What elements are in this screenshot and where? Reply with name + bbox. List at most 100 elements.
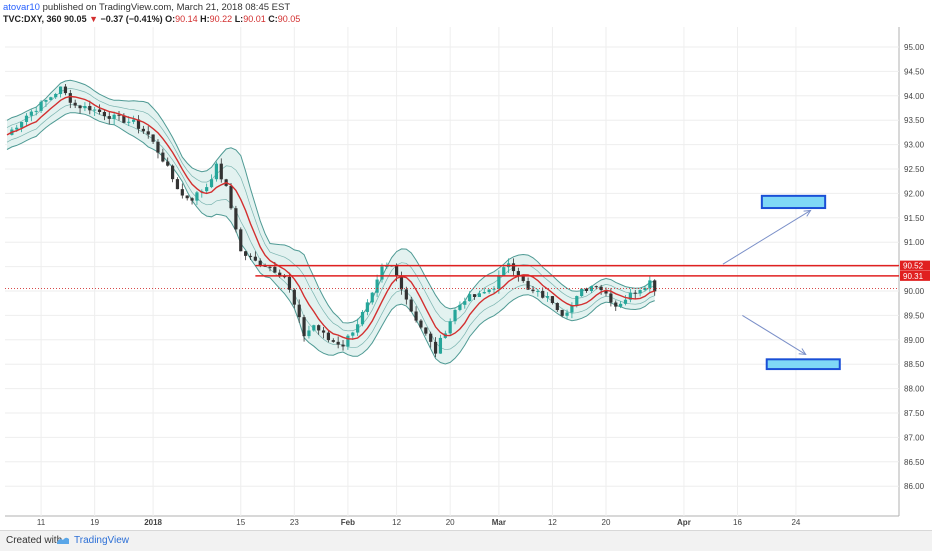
- projection-arrowhead: [803, 209, 812, 217]
- candle-body: [141, 128, 145, 132]
- candle-body: [68, 93, 72, 103]
- candle-body: [54, 94, 58, 98]
- candle-body: [341, 344, 345, 347]
- candle-body: [175, 179, 180, 190]
- candle-body: [253, 256, 257, 261]
- tradingview-logo-icon: [57, 537, 69, 544]
- candle-body: [273, 266, 277, 273]
- candle-body: [643, 287, 647, 291]
- candle-body: [516, 271, 520, 277]
- candle-body: [536, 290, 540, 292]
- candles: [10, 83, 657, 358]
- last-price: 90.05: [64, 14, 87, 24]
- candle-body: [614, 302, 618, 307]
- resistance-price-label: 90.52: [903, 262, 924, 271]
- candle-body: [107, 116, 111, 119]
- candle-body: [97, 109, 102, 112]
- candle-body: [560, 310, 564, 316]
- candle-body: [356, 324, 360, 333]
- candle-body: [263, 265, 267, 267]
- candle-body: [209, 179, 214, 188]
- x-tick-label: 19: [90, 518, 99, 527]
- candle-body: [93, 109, 97, 111]
- candle-body: [20, 121, 24, 128]
- y-tick-label: 86.50: [904, 458, 925, 467]
- tradingview-brand[interactable]: TradingView: [74, 535, 130, 546]
- candle-body: [497, 275, 501, 289]
- x-tick-label: 15: [236, 518, 245, 527]
- candle-body: [385, 266, 389, 268]
- candle-body: [482, 292, 486, 294]
- candle-body: [112, 114, 116, 119]
- candle-body: [268, 266, 272, 268]
- candle-body: [331, 340, 335, 342]
- candle-body: [584, 288, 589, 291]
- projection-arrow-line: [742, 314, 806, 355]
- candle-body: [526, 281, 530, 290]
- candle-body: [132, 119, 136, 122]
- low-value: 90.01: [243, 14, 266, 24]
- candle-body: [258, 260, 262, 266]
- inner-band-upper-line: [6, 88, 655, 332]
- x-tick-label: 24: [791, 518, 800, 527]
- y-tick-label: 90.00: [904, 287, 925, 296]
- candle-body: [312, 325, 316, 331]
- x-tick-label: 11: [37, 518, 46, 527]
- candle-body: [161, 152, 165, 162]
- candle-body: [502, 267, 506, 276]
- candle-body: [244, 251, 248, 256]
- change-value: −0.37 (−0.41%): [100, 14, 163, 24]
- candle-body: [633, 292, 637, 294]
- candle-body: [477, 293, 481, 297]
- x-tick-label: 20: [602, 518, 611, 527]
- candle-body: [365, 302, 369, 312]
- candle-body: [127, 121, 131, 123]
- candle-body: [229, 185, 233, 209]
- candle-body: [375, 279, 379, 293]
- down-arrow-icon: ▼: [89, 14, 99, 24]
- high-value: 90.22: [209, 14, 233, 24]
- author-link[interactable]: atovar10: [3, 2, 40, 13]
- candle-body: [589, 286, 593, 291]
- x-tick-label: 20: [446, 518, 455, 527]
- candle-body: [545, 296, 550, 298]
- candle-body: [34, 110, 38, 112]
- candle-body: [292, 289, 296, 305]
- candle-body: [170, 165, 175, 180]
- candle-body: [351, 332, 355, 336]
- candle-body: [297, 304, 301, 318]
- y-tick-label: 93.00: [904, 141, 925, 150]
- candle-body: [326, 332, 331, 341]
- candle-body: [136, 119, 141, 129]
- candle-body: [492, 288, 496, 290]
- candle-body: [424, 327, 428, 334]
- candle-body: [63, 86, 68, 94]
- open-label: O:: [165, 14, 176, 24]
- y-tick-label: 89.50: [904, 311, 925, 320]
- candle-body: [239, 229, 243, 252]
- ohlc-legend: TVC:DXY, 360 90.05 ▼ −0.37 (−0.41%) O:90…: [3, 14, 300, 24]
- y-tick-label: 92.50: [904, 165, 925, 174]
- candle-body: [429, 333, 433, 342]
- price-chart[interactable]: 95.00 94.50 94.00 93.50 93.00 92.50 92.00 91.50…: [0, 0, 932, 530]
- candle-body: [282, 276, 287, 278]
- target-box: [765, 358, 841, 371]
- candle-body: [580, 288, 584, 297]
- y-tick-label: 86.00: [904, 482, 925, 491]
- candle-body: [190, 198, 194, 201]
- y-tick-label: 92.00: [904, 189, 925, 198]
- candle-body: [248, 255, 253, 257]
- projection-arrowhead: [798, 348, 807, 356]
- candle-body: [346, 335, 350, 347]
- candle-body: [185, 195, 189, 199]
- candle-body: [414, 311, 418, 321]
- y-tick-label: 91.00: [904, 238, 925, 247]
- candle-body: [15, 127, 19, 130]
- target-box: [760, 194, 827, 210]
- candle-body: [205, 187, 209, 192]
- x-tick-label: 23: [290, 518, 299, 527]
- candle-body: [83, 106, 87, 109]
- candle-body: [117, 114, 121, 116]
- candle-body: [468, 294, 472, 302]
- candle-body: [380, 266, 384, 280]
